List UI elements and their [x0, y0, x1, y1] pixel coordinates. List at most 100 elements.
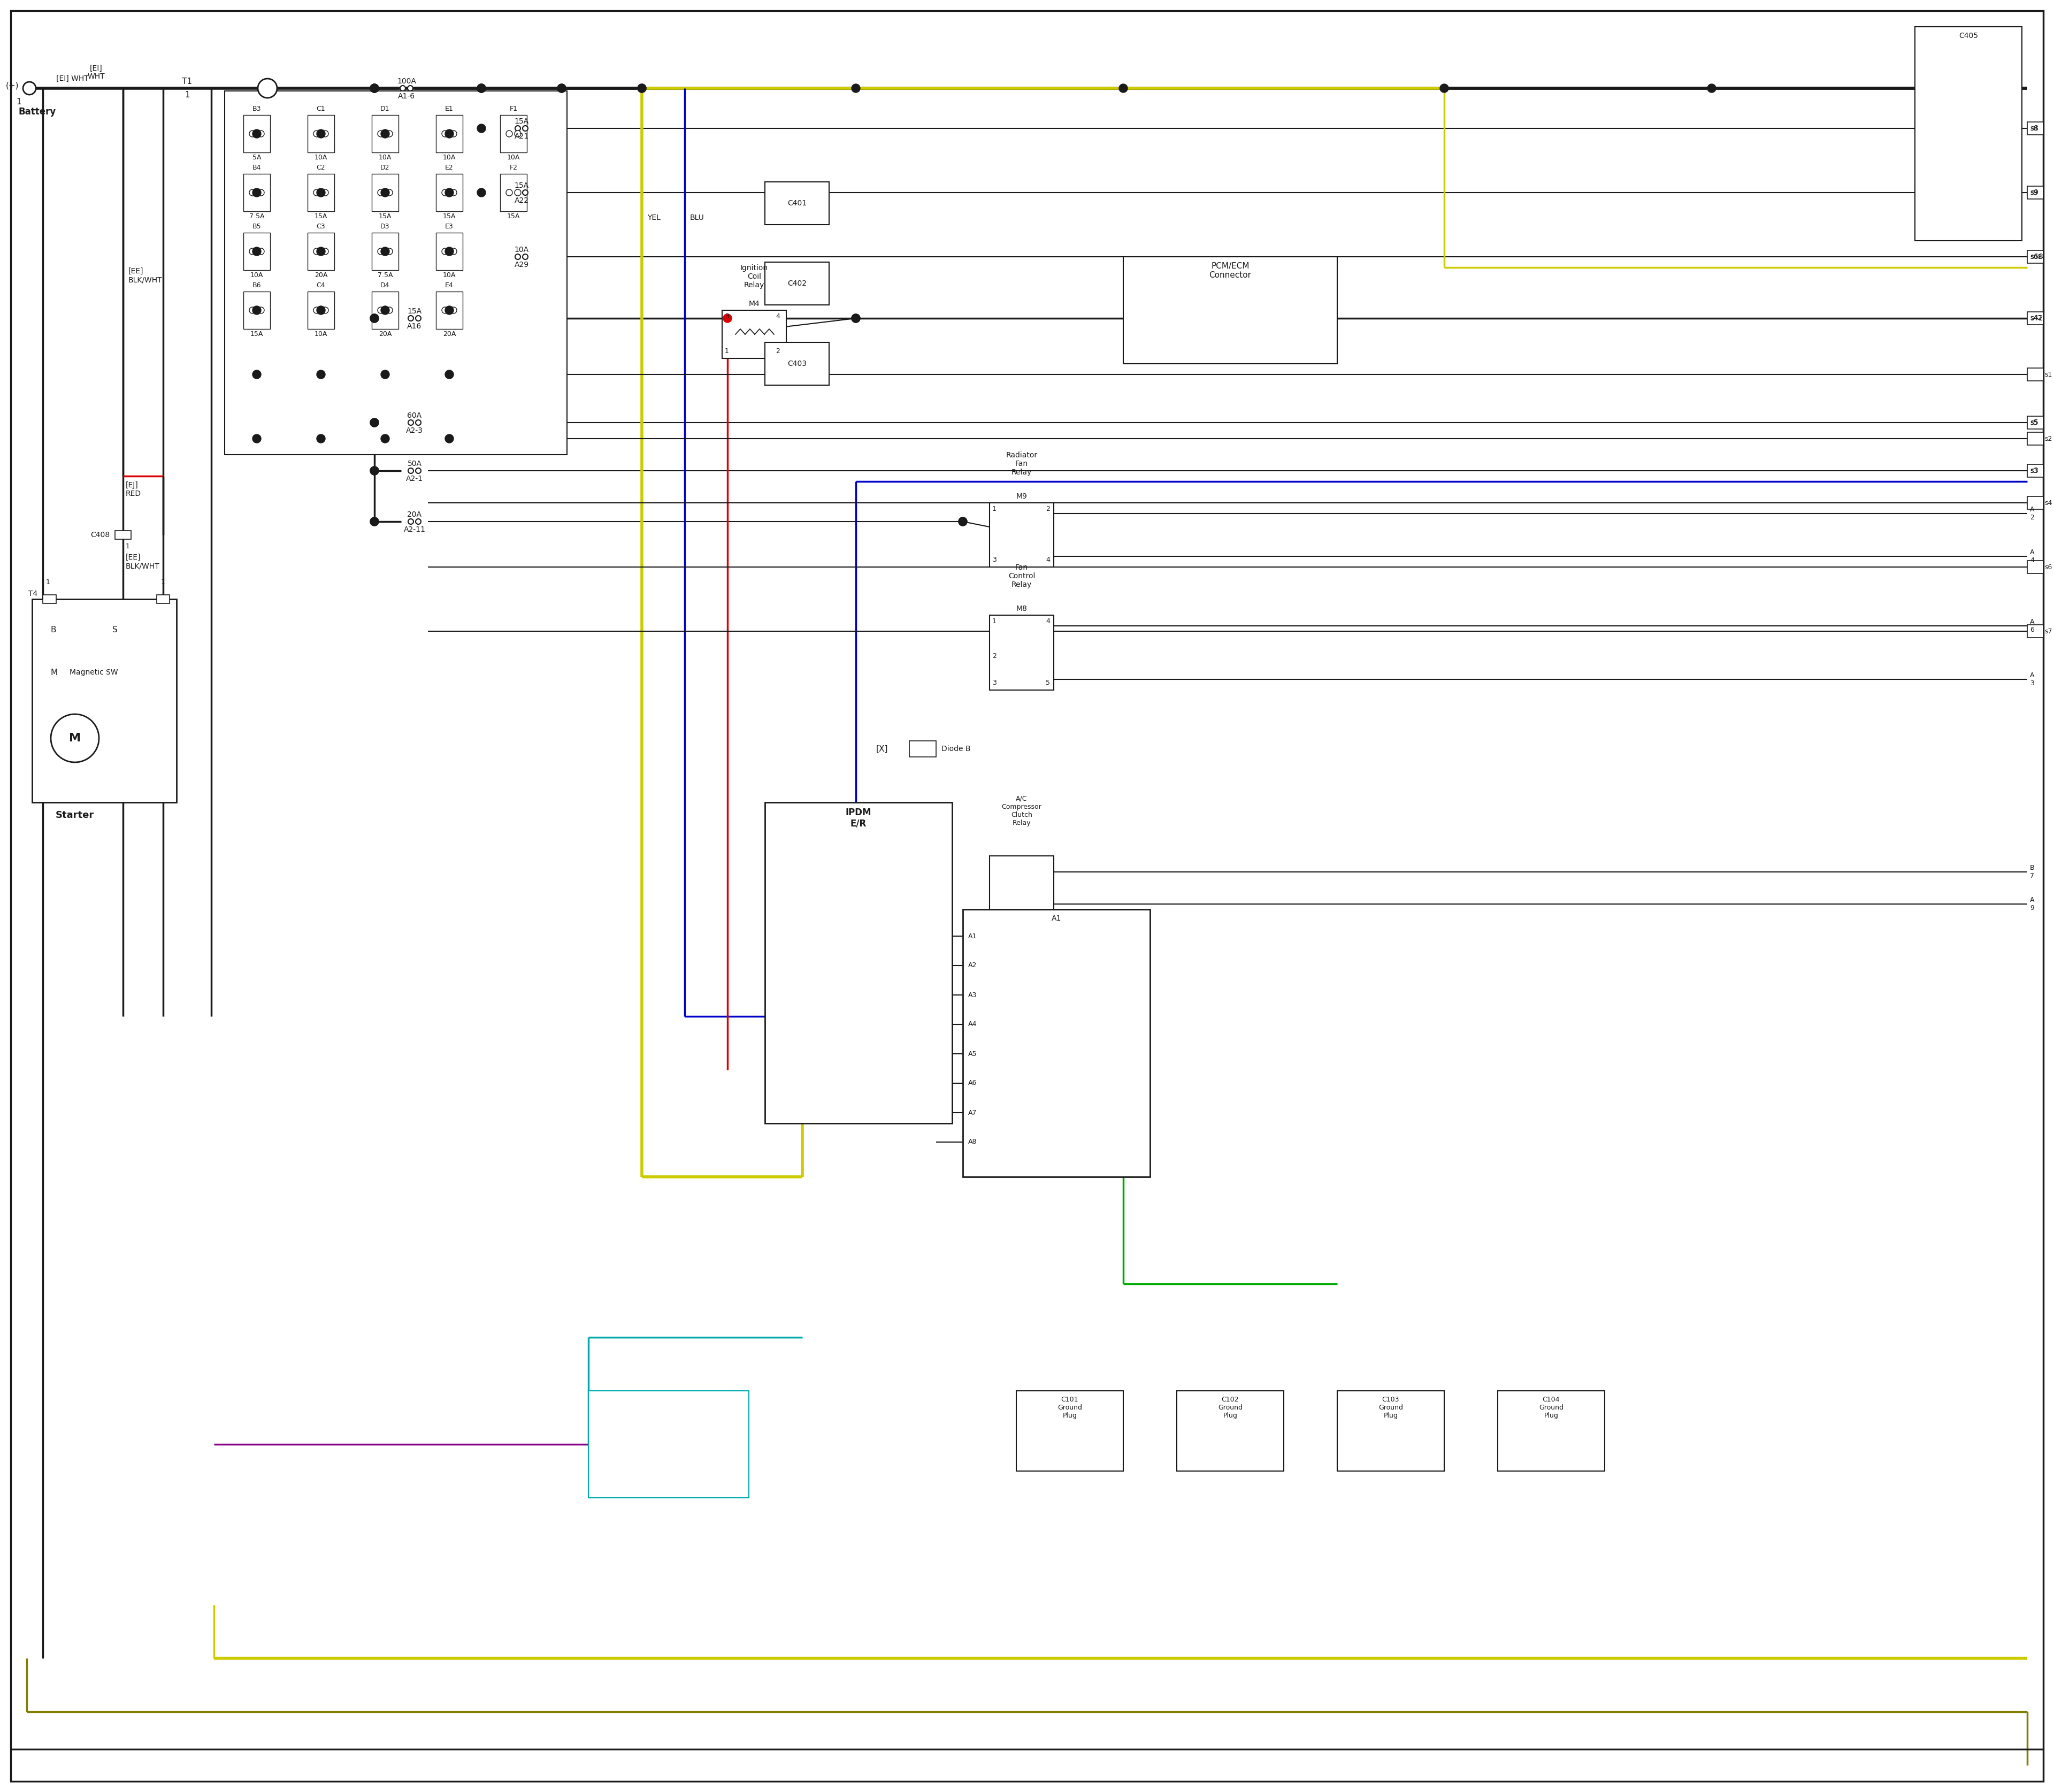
Circle shape [322, 249, 329, 254]
Circle shape [415, 520, 421, 525]
Text: E1: E1 [446, 106, 454, 113]
Circle shape [370, 466, 378, 475]
Bar [764, 342, 830, 385]
Circle shape [380, 129, 390, 138]
Bar [1017, 1391, 1124, 1471]
Bar [351, 246, 378, 294]
Circle shape [516, 131, 522, 136]
Bar [435, 115, 462, 152]
Text: s9: s9 [2029, 190, 2038, 195]
Circle shape [378, 190, 384, 195]
Circle shape [516, 254, 520, 260]
Text: 10A: 10A [507, 154, 520, 161]
Circle shape [370, 84, 378, 93]
Text: 15A: 15A [314, 213, 327, 220]
Text: s42: s42 [2029, 315, 2042, 323]
Bar [435, 108, 462, 156]
Circle shape [959, 518, 967, 525]
Text: B4: B4 [253, 165, 261, 172]
Bar [528, 246, 555, 294]
Bar [242, 174, 271, 211]
Text: Ignition
Coil
Relay: Ignition Coil Relay [739, 263, 768, 289]
Text: A
2: A 2 [2029, 505, 2033, 521]
Text: A
3: A 3 [2029, 672, 2033, 686]
Bar [435, 292, 462, 330]
Text: D4: D4 [380, 281, 390, 289]
Text: 3: 3 [992, 556, 996, 563]
Text: D1: D1 [380, 106, 390, 113]
Text: s5: s5 [2029, 419, 2038, 426]
Text: 4: 4 [1045, 618, 1050, 625]
Circle shape [314, 306, 320, 314]
Text: s68: s68 [2029, 253, 2042, 260]
Text: 100A: 100A [396, 77, 417, 84]
Text: [EI]: [EI] [90, 65, 103, 72]
Circle shape [316, 306, 325, 315]
Text: C405: C405 [1960, 32, 1978, 39]
Text: A21: A21 [514, 133, 528, 140]
Circle shape [386, 131, 392, 136]
Circle shape [380, 188, 390, 197]
Bar [308, 174, 335, 211]
Bar [435, 315, 462, 364]
Text: s7: s7 [2044, 627, 2052, 634]
Text: A2-1: A2-1 [407, 475, 423, 482]
Circle shape [959, 518, 967, 525]
Bar [435, 246, 462, 294]
Text: YEL: YEL [647, 213, 661, 222]
Circle shape [259, 190, 265, 195]
Bar [33, 599, 177, 803]
Circle shape [450, 131, 456, 136]
Circle shape [23, 82, 35, 95]
Text: 10A: 10A [444, 272, 456, 280]
Bar [2027, 432, 2044, 444]
Text: s8: s8 [2029, 125, 2038, 133]
Text: A7: A7 [967, 1109, 978, 1116]
Text: C1: C1 [316, 106, 325, 113]
Circle shape [516, 190, 522, 195]
Text: 1: 1 [185, 91, 189, 99]
Bar [351, 315, 378, 364]
Text: 10A: 10A [251, 272, 263, 280]
Text: D2: D2 [380, 165, 390, 172]
Text: PCM/ECM
Connector: PCM/ECM Connector [1210, 262, 1251, 280]
Circle shape [249, 306, 255, 314]
Text: A2: A2 [967, 962, 978, 969]
Circle shape [505, 131, 511, 136]
Text: 10A: 10A [314, 330, 327, 337]
Bar [764, 262, 830, 305]
Text: s9: s9 [2029, 188, 2038, 197]
Bar [435, 177, 462, 224]
Text: [EE]
BLK/WHT: [EE] BLK/WHT [125, 554, 160, 570]
Circle shape [450, 190, 456, 195]
Circle shape [442, 306, 448, 314]
Text: D3: D3 [380, 222, 390, 229]
Text: C403: C403 [787, 360, 807, 367]
Circle shape [450, 306, 456, 314]
Circle shape [446, 188, 454, 197]
Text: [EJ]
RED: [EJ] RED [125, 482, 142, 498]
Text: A5: A5 [967, 1050, 978, 1057]
Text: A
4: A 4 [2029, 548, 2033, 564]
Text: F1: F1 [509, 106, 518, 113]
Text: 10A: 10A [314, 154, 327, 161]
Circle shape [253, 371, 261, 378]
Text: A3: A3 [967, 991, 978, 998]
Text: S: S [113, 625, 117, 634]
Text: A1: A1 [967, 932, 978, 939]
Text: WHT: WHT [88, 73, 105, 81]
Text: Battery: Battery [18, 108, 55, 116]
Text: [EE]
BLK/WHT: [EE] BLK/WHT [127, 267, 162, 283]
Text: 1: 1 [45, 579, 49, 586]
Bar [224, 91, 567, 455]
Text: 4: 4 [776, 314, 781, 321]
Bar [764, 803, 953, 1124]
Text: A22: A22 [514, 197, 528, 204]
Circle shape [378, 306, 384, 314]
Circle shape [322, 306, 329, 314]
Circle shape [415, 419, 421, 425]
Circle shape [370, 518, 378, 525]
Bar [499, 115, 528, 152]
Circle shape [407, 86, 413, 91]
Circle shape [370, 518, 378, 525]
